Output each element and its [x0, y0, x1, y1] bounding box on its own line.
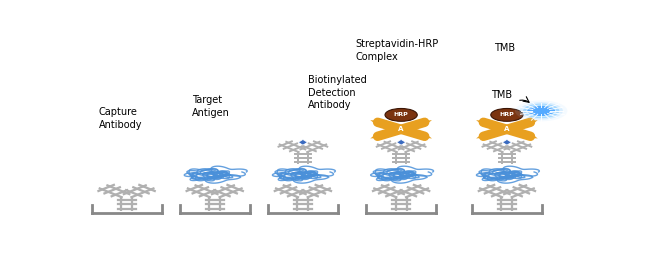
- Polygon shape: [527, 135, 538, 139]
- Polygon shape: [370, 135, 381, 139]
- Text: Streptavidin-HRP
Complex: Streptavidin-HRP Complex: [356, 39, 439, 62]
- Circle shape: [515, 100, 567, 121]
- Text: A: A: [398, 126, 404, 132]
- Text: A: A: [504, 126, 510, 132]
- Circle shape: [519, 102, 563, 120]
- Polygon shape: [370, 120, 381, 124]
- Circle shape: [491, 108, 523, 121]
- Polygon shape: [422, 120, 432, 124]
- Circle shape: [523, 104, 559, 118]
- Circle shape: [526, 105, 556, 117]
- Text: HRP: HRP: [500, 112, 514, 117]
- Circle shape: [385, 108, 417, 121]
- Polygon shape: [476, 120, 486, 124]
- Polygon shape: [422, 135, 432, 139]
- Text: TMB: TMB: [491, 90, 512, 100]
- Text: Capture
Antibody: Capture Antibody: [99, 107, 142, 130]
- Text: HRP: HRP: [394, 112, 408, 117]
- Polygon shape: [527, 120, 538, 124]
- Polygon shape: [298, 140, 307, 145]
- Polygon shape: [502, 140, 512, 145]
- Text: Target
Antigen: Target Antigen: [192, 95, 230, 118]
- Text: Biotinylated
Detection
Antibody: Biotinylated Detection Antibody: [308, 75, 367, 110]
- Polygon shape: [396, 140, 406, 145]
- Text: TMB: TMB: [494, 43, 515, 53]
- Polygon shape: [476, 135, 486, 139]
